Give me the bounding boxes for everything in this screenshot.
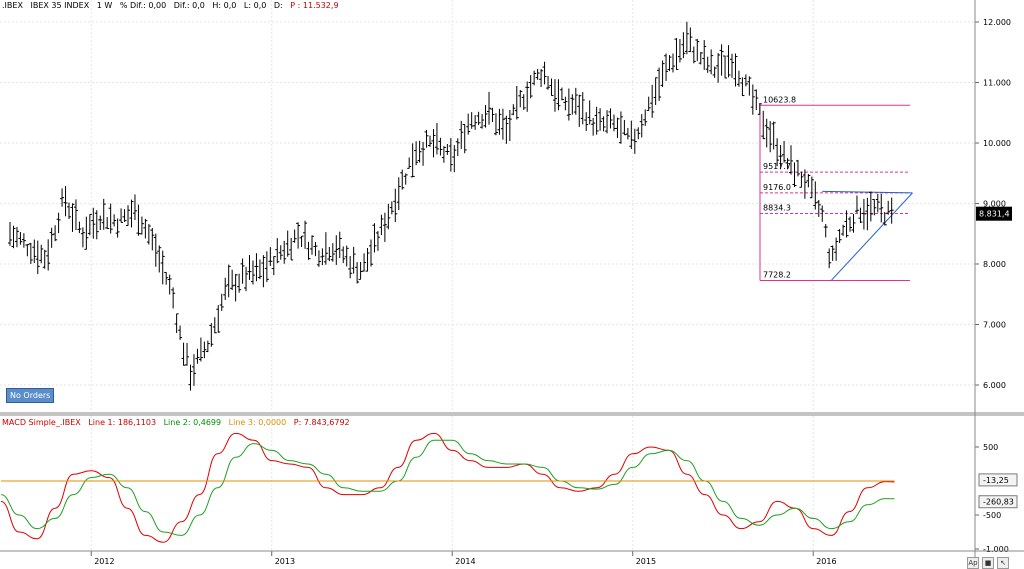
indicator-line2: Line 2: 0,4699	[163, 418, 222, 427]
macd-value-label: -260,83	[983, 498, 1014, 507]
header-symbol: .IBEX	[2, 1, 23, 10]
indicator-header: MACD Simple_.IBEX Line 1: 186,1103 Line …	[2, 418, 355, 427]
x-tick-label: 2014	[455, 557, 475, 566]
price-bars	[8, 21, 894, 391]
save-icon[interactable]: ■	[982, 557, 994, 569]
macd-series-2	[0, 439, 895, 536]
price-tick-label: 8.000	[983, 260, 1006, 269]
x-tick-label: 2013	[275, 557, 295, 566]
price-panel-bg	[0, 0, 975, 412]
header-price: P : 11.532,9	[290, 1, 339, 10]
macd-tick-label: 500	[983, 443, 998, 452]
x-tick-label: 2012	[94, 557, 114, 566]
price-tick-label: 12.000	[983, 18, 1011, 27]
x-tick-label: 2016	[816, 557, 836, 566]
header-interval: 1 W	[96, 1, 113, 10]
auto-scale-button[interactable]: Ap	[967, 557, 979, 569]
price-tick-label: 7.000	[983, 321, 1006, 330]
header-close: D:	[273, 1, 283, 10]
macd-tick-label: -500	[983, 511, 1001, 520]
header-change: Dif.: 0,0	[173, 1, 205, 10]
macd-value-box	[978, 473, 1018, 487]
price-tick-label: 11.000	[983, 79, 1011, 88]
macd-panel-bg	[0, 416, 975, 551]
no-orders-badge[interactable]: No Orders	[6, 388, 55, 403]
macd-tick-label: -1.000	[983, 545, 1009, 554]
level-label: 9517.7	[763, 162, 791, 171]
indicator-line3: Line 3: 0,0000	[228, 418, 287, 427]
current-price-label: 8.831,4	[979, 210, 1010, 219]
triangle-resistance-line	[822, 190, 913, 194]
macd-value-box	[978, 495, 1018, 509]
indicator-line1: Line 1: 186,1103	[88, 418, 157, 427]
macd-value-label: -13,25	[983, 476, 1009, 485]
header-pct: % Dif.: 0,00	[119, 1, 167, 10]
level-label: 9176.0	[763, 183, 791, 192]
macd-lines	[0, 432, 895, 543]
triangle-support-line	[830, 192, 913, 281]
indicator-price: P: 7.843,6792	[293, 418, 350, 427]
header-name: IBEX 35 INDEX	[30, 1, 90, 10]
price-levels: 10623.8 9517.7 9176.0 8834.3 7728.2	[759, 95, 913, 281]
indicator-name: MACD Simple_.IBEX	[2, 418, 81, 427]
price-tick-label: 10.000	[983, 139, 1011, 148]
header-low: L: 0,0	[243, 1, 267, 10]
price-tick-label: 6.000	[983, 381, 1006, 390]
price-tick-label: 9.000	[983, 200, 1006, 209]
current-price-box	[976, 206, 1012, 221]
pin-icon[interactable]: ↖	[997, 557, 1009, 569]
axes: 12.000 11.000 10.000 9.000 8.000 7.000 6.000 20…	[90, 18, 1018, 566]
x-tick-label: 2015	[636, 557, 656, 566]
grid	[0, 0, 975, 551]
level-label: 10623.8	[763, 95, 796, 104]
price-header: .IBEX IBEX 35 INDEX 1 W % Dif.: 0,00 Dif…	[2, 1, 344, 10]
level-label: 8834.3	[763, 204, 791, 213]
header-high: H: 0,0	[212, 1, 237, 10]
level-label: 7728.2	[763, 270, 791, 279]
